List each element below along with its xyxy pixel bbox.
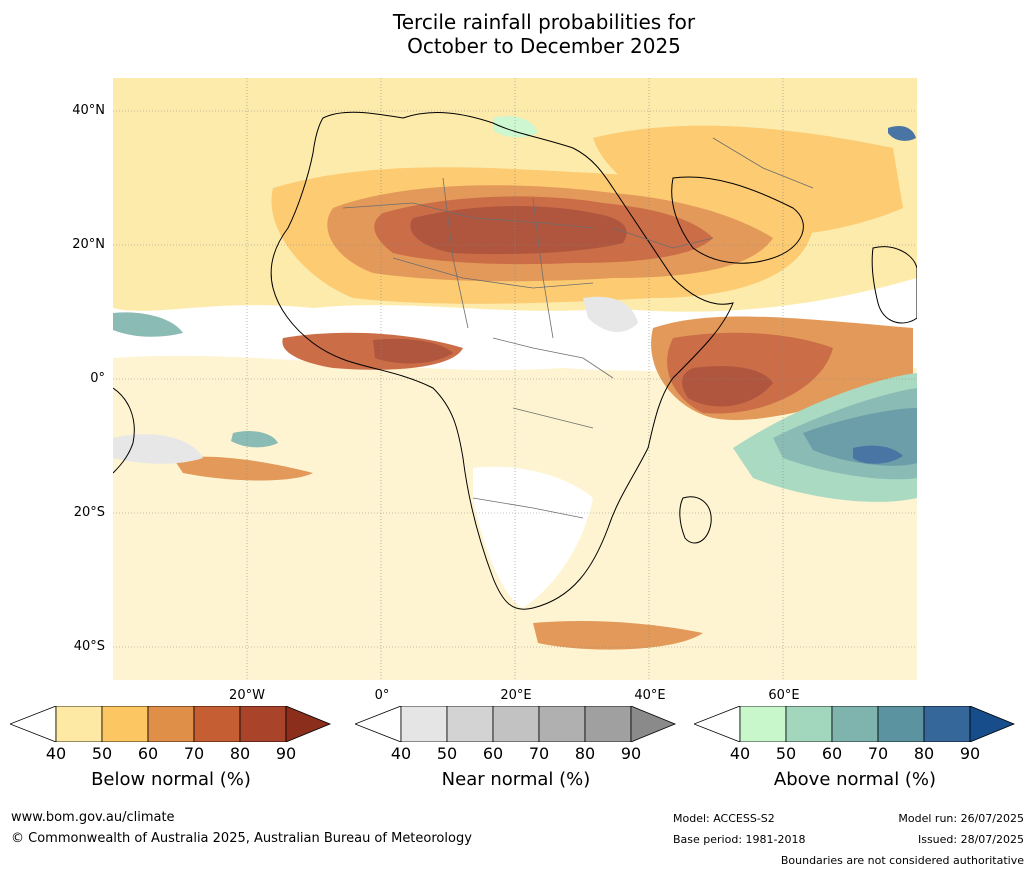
above-tick-50: 50 bbox=[775, 744, 797, 763]
above-tick-40: 40 bbox=[729, 744, 751, 763]
above-tick-60: 60 bbox=[821, 744, 843, 763]
model-text: Model: ACCESS-S2 bbox=[673, 812, 775, 825]
lat-label-0: 0° bbox=[90, 371, 105, 386]
above-region-mediterranean bbox=[493, 116, 538, 138]
above-region-south-atlantic bbox=[231, 431, 278, 448]
lon-label-20w: 20°W bbox=[229, 688, 265, 703]
country-borders bbox=[342, 137, 814, 519]
copyright-text: © Commonwealth of Australia 2025, Austra… bbox=[11, 831, 472, 846]
below-tick-60: 60 bbox=[137, 744, 159, 763]
near-region-sahel bbox=[583, 296, 638, 333]
below-tick-40: 40 bbox=[45, 744, 67, 763]
colorbar-above bbox=[694, 706, 1016, 742]
above-tick-90: 90 bbox=[959, 744, 981, 763]
below-80-region-sahara bbox=[410, 206, 627, 255]
lat-label-40s: 40°S bbox=[73, 639, 105, 654]
colorbar-below bbox=[10, 706, 332, 742]
lon-label-0: 0° bbox=[374, 688, 390, 703]
below-60-region-southernocean bbox=[533, 621, 703, 650]
near-region-southern-africa bbox=[473, 466, 593, 608]
near-tick-60: 60 bbox=[482, 744, 504, 763]
title-line-1: Tercile rainfall probabilities for bbox=[392, 10, 696, 34]
below-80-region-guinea bbox=[373, 338, 453, 364]
above-region-atlantic-equator bbox=[113, 312, 183, 337]
lat-label-40n: 40°N bbox=[72, 103, 105, 118]
below-tick-70: 70 bbox=[183, 744, 205, 763]
near-tick-50: 50 bbox=[436, 744, 458, 763]
below-60-region-southatlantic bbox=[173, 456, 313, 481]
below-tick-80: 80 bbox=[229, 744, 251, 763]
map-svg bbox=[113, 78, 917, 680]
near-tick-90: 90 bbox=[620, 744, 642, 763]
title-line-2: October to December 2025 bbox=[407, 34, 681, 58]
issued-text: Issued: 28/07/2025 bbox=[917, 833, 1024, 846]
probability-map bbox=[113, 78, 917, 680]
near-tick-80: 80 bbox=[574, 744, 596, 763]
map-title: Tercile rainfall probabilities for Octob… bbox=[0, 10, 1035, 58]
website-link[interactable]: www.bom.gov.au/climate bbox=[11, 810, 175, 825]
colorbar-near bbox=[355, 706, 677, 742]
lat-label-20n: 20°N bbox=[72, 237, 105, 252]
above-tick-70: 70 bbox=[867, 744, 889, 763]
graticule bbox=[113, 78, 917, 680]
below-tick-50: 50 bbox=[91, 744, 113, 763]
lat-label-20s: 20°S bbox=[73, 505, 105, 520]
base-period-text: Base period: 1981-2018 bbox=[673, 833, 806, 846]
above-region-caspian bbox=[888, 126, 916, 141]
above-80-region-indianocean bbox=[853, 445, 903, 464]
lon-label-60e: 60°E bbox=[768, 688, 800, 703]
colorbar-below-title: Below normal (%) bbox=[91, 769, 251, 790]
near-tick-40: 40 bbox=[390, 744, 412, 763]
colorbar-near-title: Near normal (%) bbox=[441, 769, 591, 790]
lon-label-40e: 40°E bbox=[634, 688, 666, 703]
near-region-atlantic bbox=[113, 434, 203, 464]
model-run-text: Model run: 26/07/2025 bbox=[898, 812, 1024, 825]
colorbar-above-title: Above normal (%) bbox=[773, 769, 937, 790]
coastlines bbox=[113, 111, 917, 610]
above-tick-80: 80 bbox=[913, 744, 935, 763]
near-tick-70: 70 bbox=[528, 744, 550, 763]
lon-label-20e: 20°E bbox=[500, 688, 532, 703]
disclaimer-text: Boundaries are not considered authoritat… bbox=[780, 854, 1024, 867]
below-tick-90: 90 bbox=[275, 744, 297, 763]
below-80-region-hornafrica bbox=[681, 366, 773, 407]
